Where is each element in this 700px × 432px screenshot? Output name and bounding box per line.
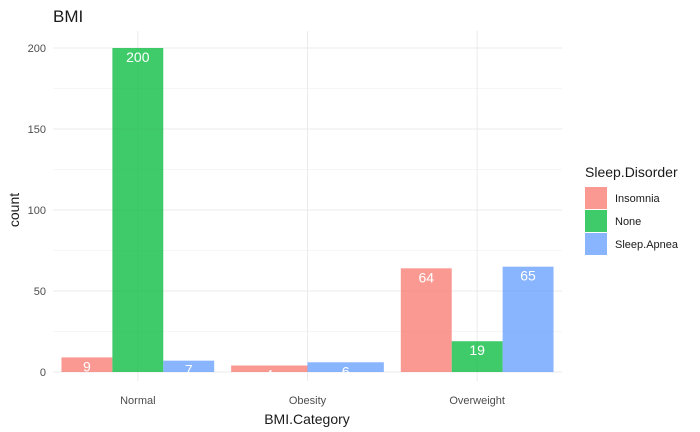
legend-key	[585, 187, 607, 209]
x-tick-label: Overweight	[449, 395, 505, 407]
bar	[61, 357, 113, 372]
x-tick-label: Obesity	[289, 395, 327, 407]
bar-value-label: 7	[185, 362, 193, 378]
bar-value-label: 64	[418, 269, 434, 285]
y-tick-label: 150	[28, 124, 46, 136]
bar-value-label: 19	[469, 342, 485, 358]
y-axis-title: count	[6, 193, 22, 227]
legend: Sleep.Disorder Insomnia None Sleep.Apnea	[585, 164, 679, 255]
bar	[231, 365, 308, 372]
bar	[307, 362, 384, 372]
bar-value-label: 200	[126, 49, 150, 65]
bar	[400, 268, 452, 372]
bar	[451, 341, 503, 372]
y-tick-labels: 0 50 100 150 200	[28, 43, 46, 379]
chart-title: BMI	[53, 7, 83, 26]
legend-label: Insomnia	[615, 193, 661, 205]
y-tick-label: 0	[40, 367, 46, 379]
bar-value-label: 9	[83, 358, 91, 374]
legend-label: None	[615, 216, 641, 228]
bar-value-label: 65	[520, 268, 536, 284]
legend-key	[585, 210, 607, 232]
y-tick-label: 200	[28, 43, 46, 55]
y-tick-label: 50	[34, 286, 46, 298]
y-tick-label: 100	[28, 205, 46, 217]
bar-labels: 9 200 7 4 6 64 19 65	[83, 49, 536, 383]
bars	[61, 48, 554, 372]
legend-label: Sleep.Apnea	[615, 239, 679, 251]
bar-value-label: 4	[265, 367, 273, 383]
bar	[163, 360, 215, 372]
x-tick-labels: Normal Obesity Overweight	[120, 395, 505, 407]
legend-key	[585, 233, 607, 255]
bar	[502, 266, 554, 372]
legend-title: Sleep.Disorder	[585, 164, 678, 180]
x-axis-title: BMI.Category	[264, 411, 350, 427]
bar-value-label: 6	[342, 363, 350, 379]
x-tick-label: Normal	[120, 395, 155, 407]
bar	[112, 48, 164, 372]
